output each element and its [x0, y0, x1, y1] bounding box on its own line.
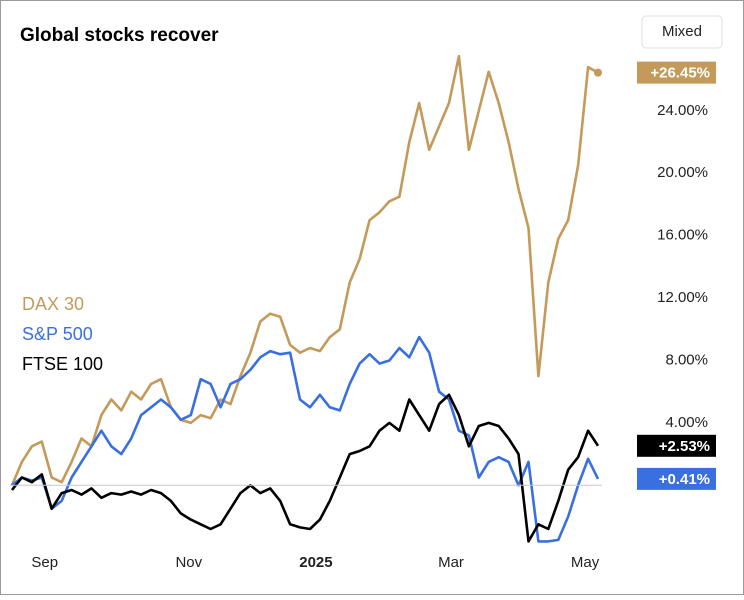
legend-entry: DAX 30 [22, 294, 84, 314]
mode-button-label[interactable]: Mixed [662, 23, 702, 40]
y-tick-label: 16.00% [657, 227, 708, 244]
y-tick-label: 8.00% [665, 351, 708, 368]
end-point [594, 68, 602, 77]
legend-entry: FTSE 100 [22, 354, 103, 374]
end-label: +26.45% [650, 65, 710, 82]
y-tick-label: 12.00% [657, 289, 708, 306]
x-tick-label: May [571, 554, 600, 571]
mode-button[interactable] [641, 15, 723, 49]
y-tick-label: 20.00% [657, 164, 708, 181]
x-tick-label: 2025 [299, 554, 332, 571]
legend-entry: S&P 500 [22, 324, 93, 344]
x-tick-label: Nov [175, 554, 202, 571]
y-tick-label: 24.00% [657, 102, 708, 119]
plot-area [10, 54, 600, 543]
chart-title: Global stocks recover [20, 25, 219, 46]
x-tick-label: Sep [31, 554, 58, 571]
end-label-box [637, 61, 716, 84]
series-line [10, 54, 599, 486]
end-label-box [637, 434, 716, 457]
end-label: +2.53% [659, 438, 710, 455]
x-tick-label: Mar [438, 554, 464, 571]
series-line [11, 335, 600, 543]
end-label: +0.41% [659, 471, 710, 488]
end-label-box [637, 467, 716, 490]
y-tick-label: 4.00% [665, 414, 708, 431]
series-line [10, 393, 600, 543]
